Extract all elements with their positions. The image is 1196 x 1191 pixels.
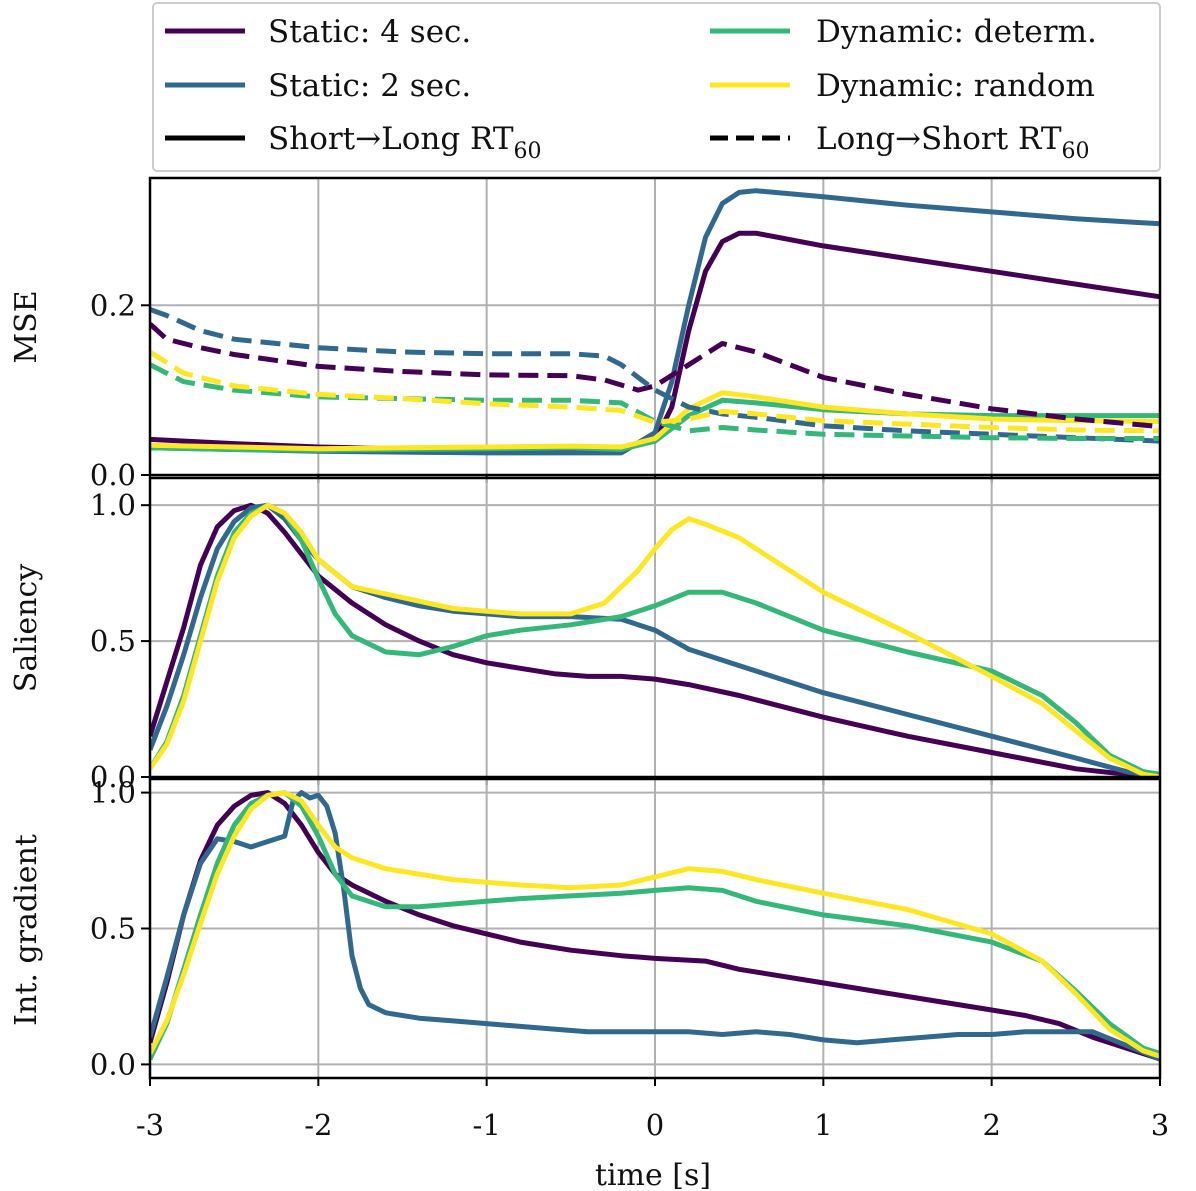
saliency-series-dyn-random-line: [150, 502, 1160, 777]
mse-y-tick-label-0: 0.0: [90, 458, 136, 492]
mse-y-tick-label-1: 0.2: [90, 288, 136, 322]
mse-lines: [150, 188, 1160, 456]
legend: Static: 4 sec. Dynamic: determ. Static: …: [152, 2, 1161, 172]
mse-series-dyn-determ-dashed-line: [150, 362, 1160, 441]
int-gradient-y-axis-title: Int. gradient: [9, 834, 44, 1026]
int-gradient-series-dyn-determ-line: [150, 790, 1160, 1061]
panel-mse: 0.0 0.2 MSE: [9, 176, 1162, 492]
mse-series-static-4-dashed-line: [150, 322, 1160, 430]
legend-label-long-short: Long→Short RT60: [816, 121, 1090, 164]
saliency-y-axis-title: Saliency: [9, 564, 44, 693]
saliency-series-static-4-line: [150, 502, 1160, 777]
legend-label-static-4: Static: 4 sec.: [268, 14, 471, 50]
legend-entry-long-short: Long→Short RT60: [710, 121, 1090, 164]
legend-entry-short-long: Short→Long RT60: [165, 121, 542, 164]
int-gradient-lines: [150, 790, 1160, 1062]
legend-entry-static-2: Static: 2 sec.: [165, 68, 471, 104]
int-gradient-series-static-4-line: [150, 790, 1160, 1062]
legend-label-static-2: Static: 2 sec.: [268, 68, 471, 104]
saliency-y-ticks: 0.0 0.5 1.0: [90, 488, 1161, 794]
x-tick-label-3: 0: [646, 1108, 664, 1142]
saliency-y-tick-label-1: 0.5: [90, 624, 136, 658]
legend-frame: [152, 2, 1161, 172]
legend-entry-dynamic-random: Dynamic: random: [710, 68, 1095, 104]
legend-entry-static-4: Static: 4 sec.: [165, 14, 471, 50]
saliency-lines: [150, 502, 1160, 777]
panel-saliency: 0.0 0.5 1.0 Saliency: [9, 476, 1162, 794]
mse-series-group: [150, 188, 1160, 456]
saliency-gridlines: [149, 478, 1161, 778]
saliency-y-tick-label-0: 0.0: [90, 760, 136, 794]
legend-entry-dynamic-determ: Dynamic: determ.: [710, 14, 1097, 50]
saliency-series-group: [150, 502, 1160, 777]
int-gradient-y-tick-label-2: 1.0: [90, 776, 136, 810]
int-gradient-series-group: [150, 790, 1160, 1062]
x-tick-label-6: 3: [1151, 1108, 1169, 1142]
x-axis-title: time [s]: [595, 1158, 711, 1191]
int-gradient-y-tick-label-1: 0.5: [90, 912, 136, 946]
x-tick-label-2: -1: [473, 1108, 501, 1142]
mse-series-static-2-line: [150, 188, 1160, 456]
int-gradient-series-static-2-line: [150, 790, 1160, 1062]
x-tick-label-1: -2: [304, 1108, 332, 1142]
saliency-y-tick-label-2: 1.0: [90, 488, 136, 522]
x-tick-label-4: 1: [814, 1108, 832, 1142]
x-tick-label-0: -3: [136, 1108, 164, 1142]
mse-series-dyn-random-dashed-line: [150, 349, 1160, 434]
mse-series-static-2-dashed-line: [150, 307, 1160, 444]
x-tick-label-5: 2: [982, 1108, 1000, 1142]
panel-int-gradient: 0.0 0.5 1.0 Int. gradient: [9, 776, 1162, 1086]
mse-y-axis-title: MSE: [9, 290, 44, 363]
int-gradient-y-tick-label-0: 0.0: [90, 1047, 136, 1081]
legend-label-dynamic-random: Dynamic: random: [816, 68, 1095, 104]
legend-label-dynamic-determ: Dynamic: determ.: [816, 14, 1097, 50]
int-gradient-series-dyn-random-line: [150, 790, 1160, 1059]
saliency-series-static-2-line: [150, 502, 1160, 777]
int-gradient-y-ticks: 0.0 0.5 1.0: [90, 776, 1161, 1086]
x-axis-ticks: -3 -2 -1 0 1 2 3: [136, 1108, 1169, 1142]
legend-label-short-long: Short→Long RT60: [268, 121, 542, 164]
